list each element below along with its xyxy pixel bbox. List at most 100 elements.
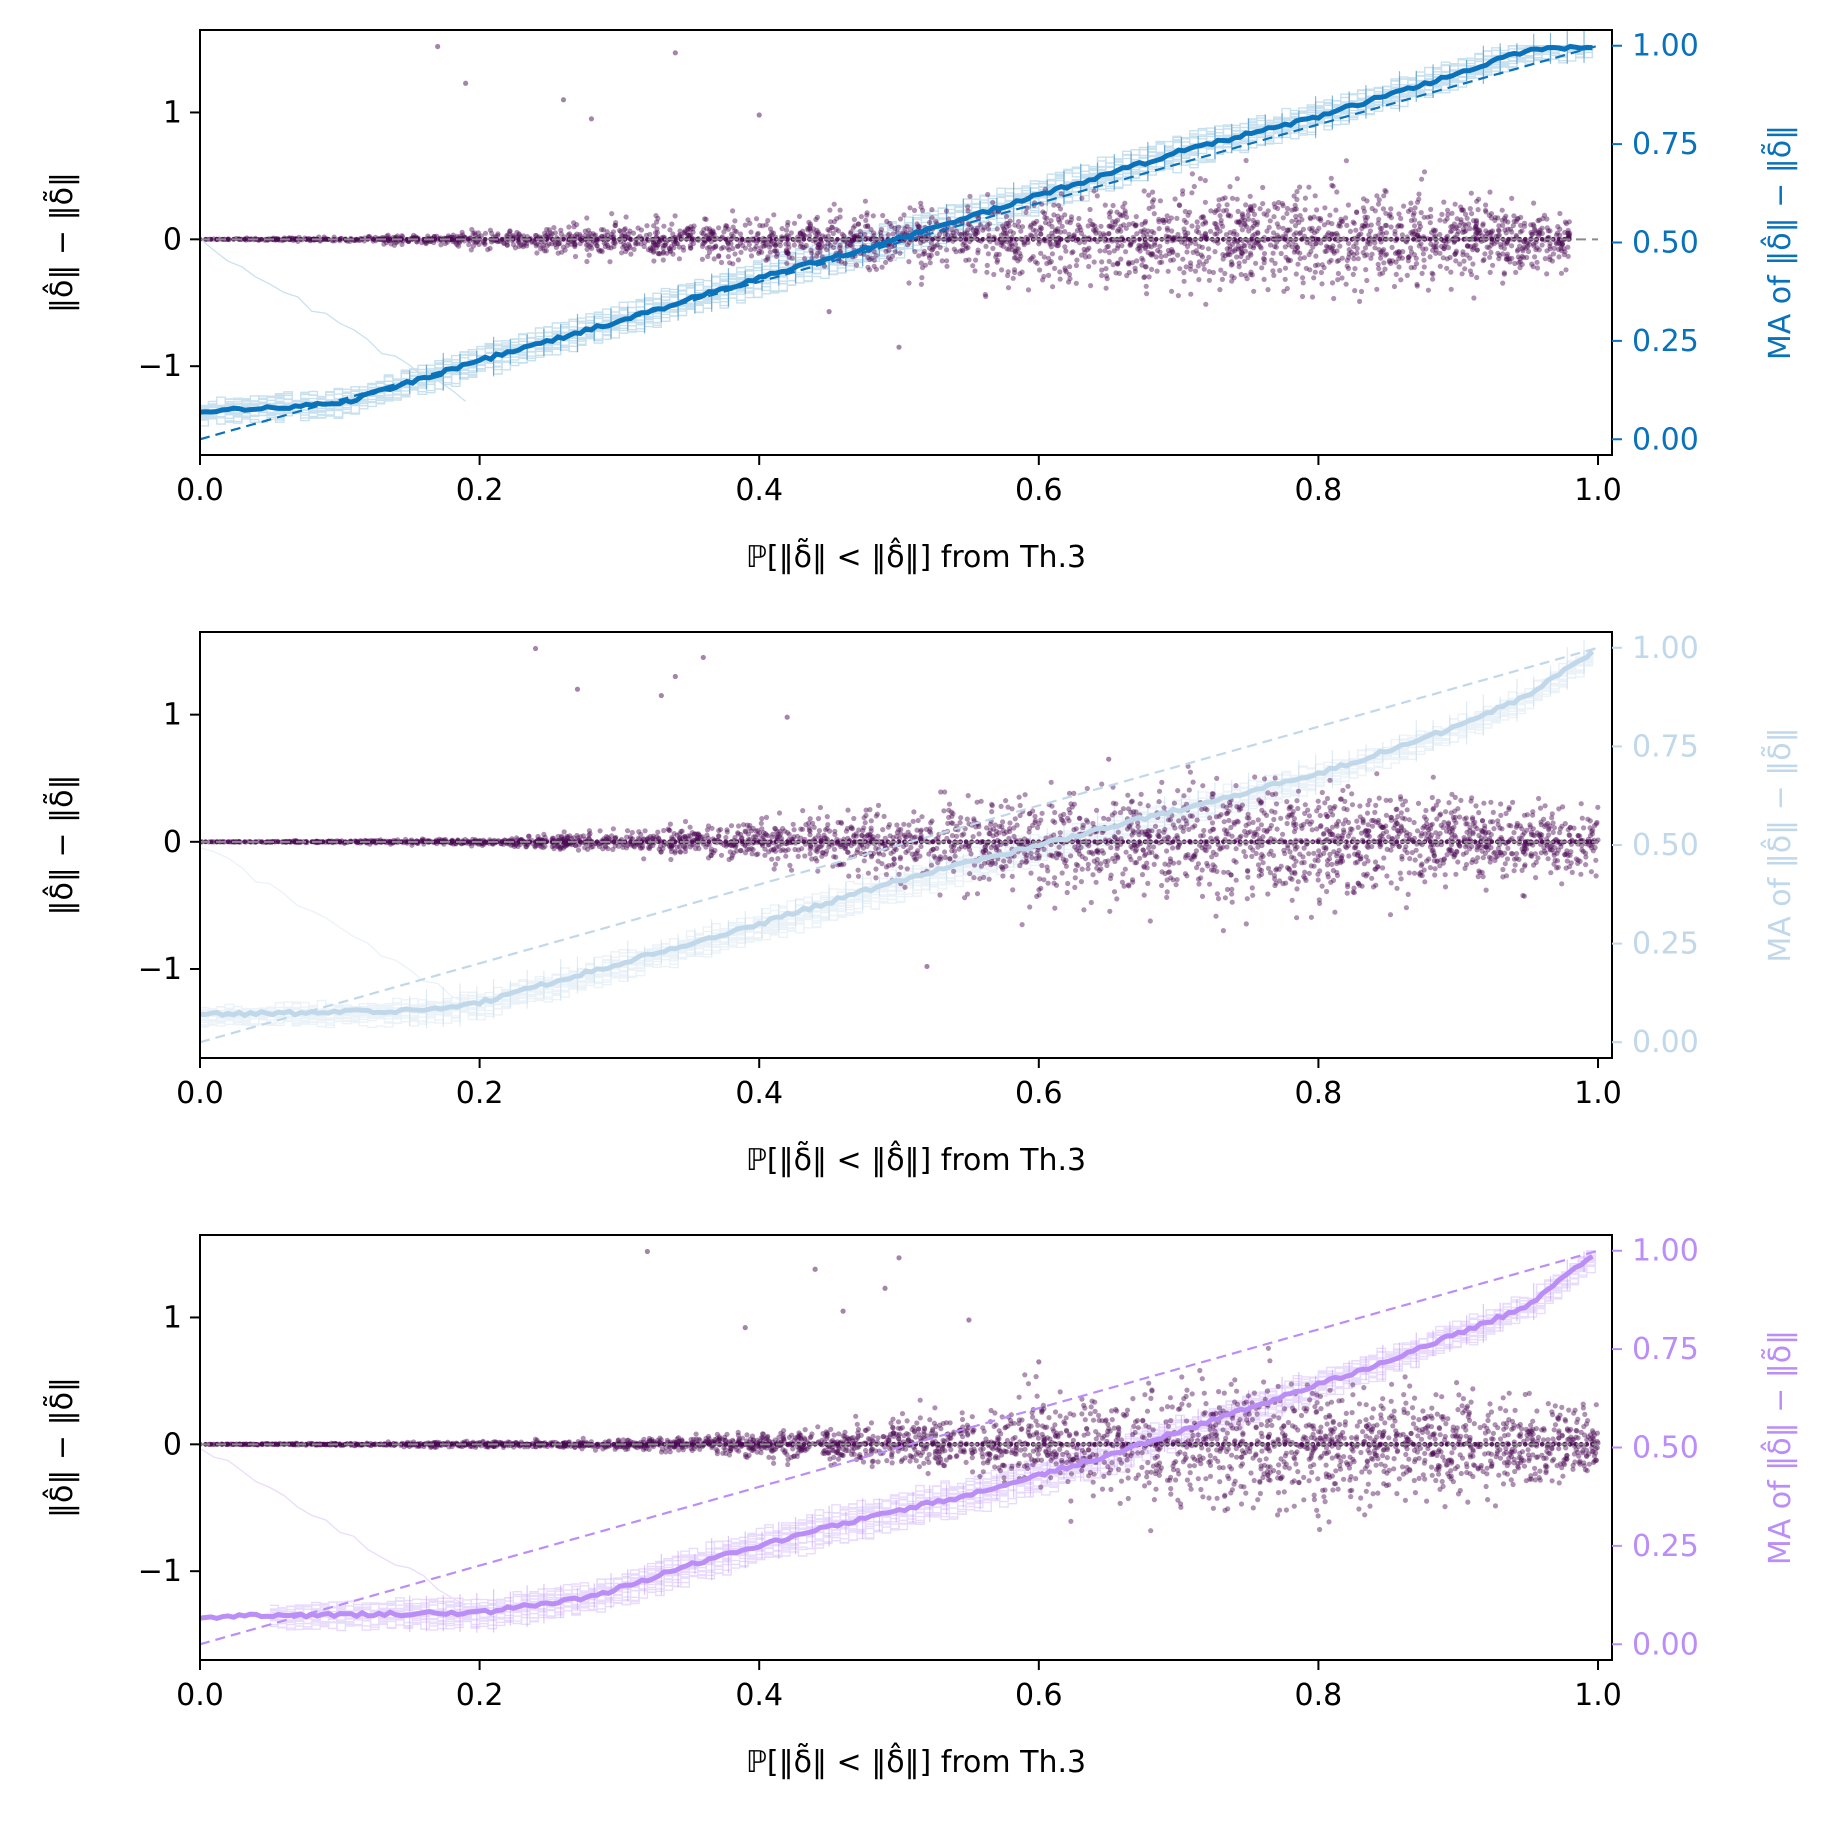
scatter-point	[1563, 851, 1570, 857]
scatter-point	[1521, 244, 1527, 250]
scatter-point	[1530, 264, 1536, 270]
scatter-point	[1230, 241, 1236, 247]
scatter-point	[735, 257, 742, 263]
scatter-point	[865, 264, 871, 270]
scatter-point	[1066, 279, 1072, 285]
scatter-point	[1234, 176, 1240, 182]
scatter-point	[656, 236, 661, 242]
scatter-point	[1416, 196, 1422, 202]
scatter-point	[720, 244, 726, 250]
scatter-point	[1399, 223, 1405, 229]
scatter-point	[1272, 775, 1278, 781]
scatter-point	[896, 871, 902, 877]
scatter-point	[765, 217, 771, 224]
scatter-point	[725, 240, 731, 246]
scatter-point	[824, 848, 830, 854]
scatter-point	[680, 244, 686, 250]
scatter-point	[1016, 218, 1022, 225]
scatter-point	[1030, 227, 1036, 233]
scatter-point	[1224, 246, 1230, 252]
scatter-point	[1575, 857, 1581, 863]
scatter-point	[1251, 243, 1257, 249]
scatter-point	[850, 225, 856, 231]
scatter-point	[922, 262, 929, 268]
scatter-point	[1185, 212, 1191, 218]
scatter-point	[1302, 810, 1308, 817]
scatter-point	[1222, 270, 1228, 277]
scatter-point	[1468, 190, 1474, 196]
scatter-point	[1362, 253, 1368, 259]
scatter-point	[1016, 794, 1022, 800]
scatter-point	[577, 241, 583, 247]
scatter-point	[1007, 218, 1013, 224]
scatter-point	[652, 230, 659, 236]
scatter-point	[565, 232, 572, 238]
scatter-point	[1196, 881, 1202, 887]
scatter-point	[1357, 814, 1363, 820]
scatter-outlier	[588, 116, 595, 122]
scatter-point	[611, 236, 617, 242]
scatter-point	[450, 232, 456, 238]
scatter-point	[1150, 251, 1156, 257]
scatter-point	[1028, 232, 1034, 238]
scatter-point	[597, 248, 603, 254]
scatter-point	[1258, 245, 1264, 251]
scatter-point	[1122, 866, 1128, 872]
scatter-point	[765, 256, 771, 262]
scatter-point	[886, 255, 892, 261]
scatter-point	[1198, 215, 1204, 221]
scatter-point	[1583, 854, 1589, 860]
scatter-point	[704, 225, 710, 231]
scatter-point	[1360, 205, 1366, 211]
scatter-point	[1025, 236, 1030, 242]
scatter-point	[814, 227, 820, 233]
scatter-point	[1187, 769, 1193, 775]
scatter-point	[1196, 259, 1202, 265]
scatter-point	[1187, 236, 1193, 242]
scatter-point	[1392, 250, 1398, 256]
scatter-point	[1347, 228, 1354, 234]
scatter-point	[1220, 223, 1226, 229]
scatter-point	[1454, 231, 1460, 237]
scatter-point	[1005, 269, 1011, 275]
scatter-point	[988, 862, 994, 868]
scatter-point	[1544, 216, 1550, 222]
scatter-point	[1267, 242, 1274, 248]
scatter-point	[582, 228, 588, 234]
scatter-point	[1381, 193, 1387, 199]
scatter-point	[868, 226, 874, 233]
scatter-point	[722, 225, 729, 231]
scatter-point	[848, 842, 854, 849]
scatter-point	[1505, 226, 1511, 232]
scatter-point	[303, 236, 309, 242]
scatter-point	[858, 214, 865, 220]
scatter-point	[641, 243, 647, 250]
scatter-point	[1037, 227, 1043, 233]
scatter-point	[817, 804, 824, 811]
scatter-point	[442, 240, 448, 247]
scatter-point	[660, 245, 666, 251]
scatter-point	[1534, 245, 1540, 251]
scatter-point	[1536, 233, 1542, 239]
scatter-point	[906, 280, 912, 286]
scatter-point	[783, 853, 789, 859]
scatter-point	[371, 236, 376, 242]
scatter-point	[1287, 257, 1293, 263]
scatter-point	[1229, 891, 1235, 897]
scatter-point	[1244, 276, 1250, 282]
scatter-point	[1483, 228, 1489, 234]
scatter-point	[564, 243, 570, 249]
scatter-point	[1174, 877, 1180, 883]
scatter-point	[757, 222, 763, 229]
scatter-point	[973, 231, 979, 237]
scatter-point	[1388, 215, 1394, 221]
scatter-point	[1381, 247, 1387, 253]
scatter-point	[1139, 255, 1145, 261]
scatter-point	[1172, 825, 1178, 831]
scatter-point	[918, 204, 924, 210]
scatter-point	[784, 247, 790, 253]
scatter-point	[980, 227, 986, 233]
scatter-point	[1464, 215, 1470, 221]
scatter-point	[1188, 266, 1194, 272]
scatter-point	[1203, 220, 1209, 226]
